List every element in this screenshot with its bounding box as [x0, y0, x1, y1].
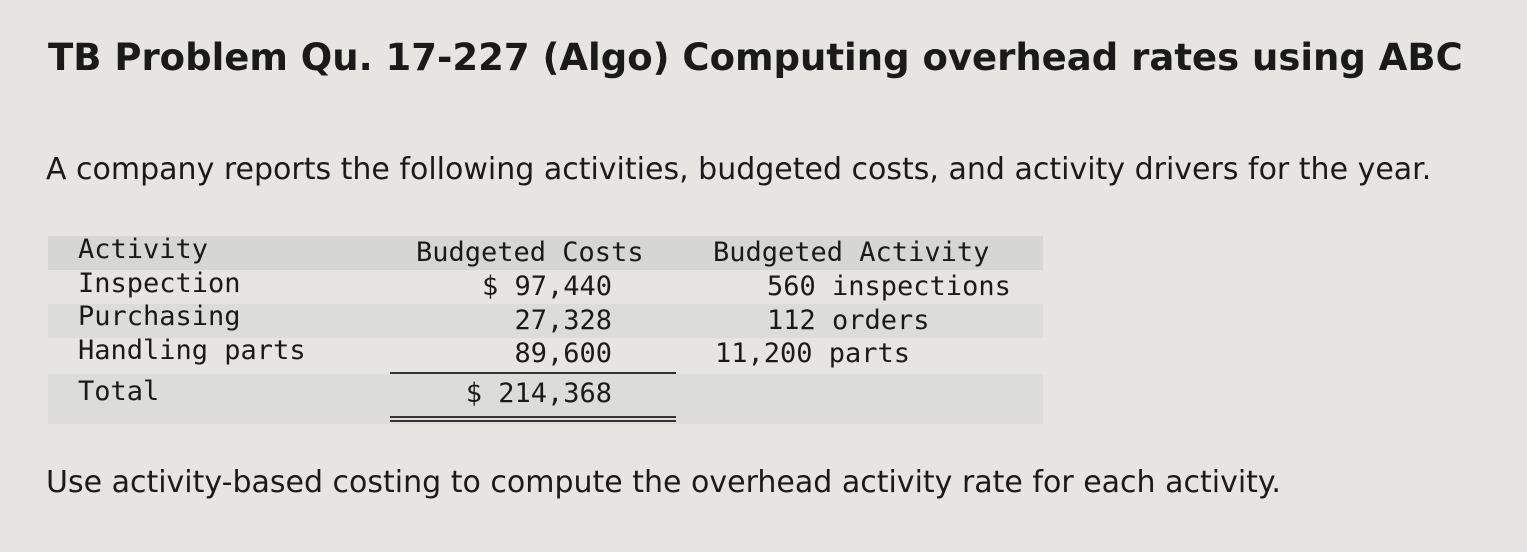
title: TB Problem Qu. 17-227 (Algo) Computing o…	[48, 36, 1463, 79]
budgeted-cost: 27,328	[514, 305, 612, 336]
total-cost: $ 214,368	[465, 378, 612, 409]
column-header: Budgeted Costs	[416, 237, 644, 268]
activity-name: Purchasing	[78, 301, 241, 332]
budgeted-cost: $ 97,440	[481, 271, 612, 302]
budgeted-activity: 11,200 parts	[715, 338, 911, 369]
budgeted-activity: 112 orders	[767, 305, 930, 336]
total-shade	[48, 374, 1043, 424]
row-shade	[48, 304, 1043, 338]
subtotal-rule	[390, 372, 676, 374]
header-shade	[48, 236, 1043, 270]
question-text: Use activity-based costing to compute th…	[46, 465, 1281, 500]
budgeted-cost: 89,600	[514, 338, 612, 369]
column-header: Activity	[78, 234, 209, 265]
activity-name: Handling parts	[78, 335, 306, 366]
activity-name: Inspection	[78, 268, 241, 299]
column-header: Budgeted Activity	[713, 237, 990, 268]
total-label: Total	[78, 376, 160, 407]
intro-text: A company reports the following activiti…	[46, 152, 1432, 187]
budgeted-activity: 560 inspections	[767, 271, 1011, 302]
total-rule	[390, 416, 676, 418]
total-rule	[390, 420, 676, 422]
